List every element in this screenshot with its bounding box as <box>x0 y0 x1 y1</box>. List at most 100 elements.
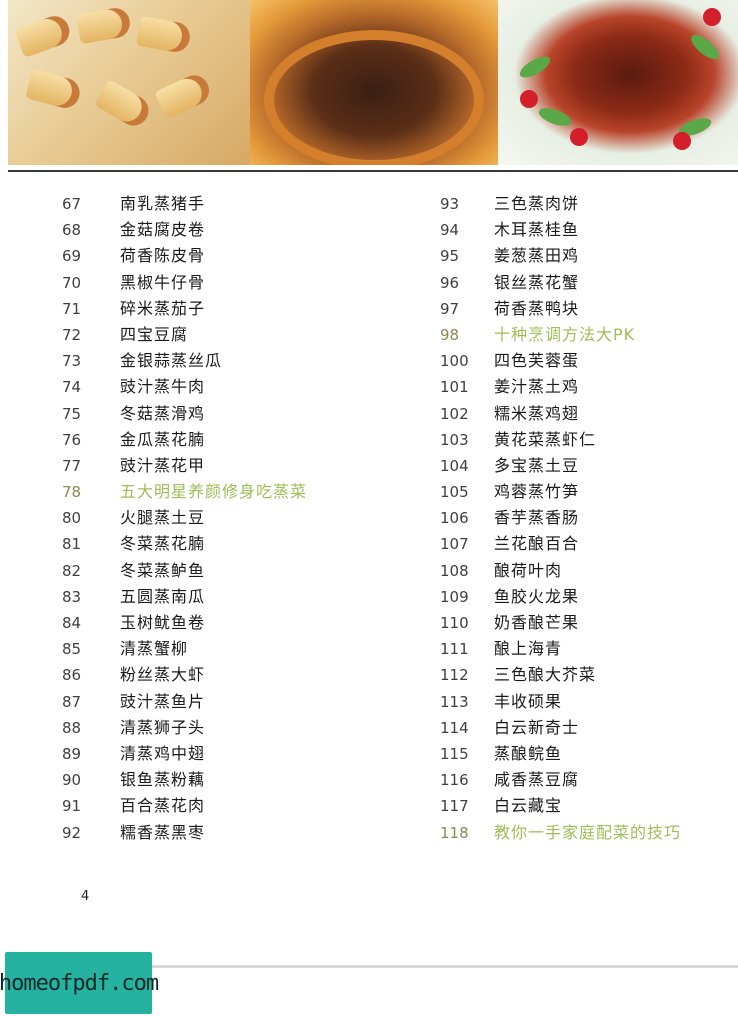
toc-page-number: 86 <box>62 666 82 685</box>
toc-page-number: 106 <box>440 509 469 528</box>
toc-page-number: 105 <box>440 483 469 502</box>
toc-entry[interactable]: 100 四色芙蓉蛋 <box>440 350 681 376</box>
toc-left-column: 67 南乳蒸猪手 68 金菇腐皮卷 69 荷香陈皮骨 70 黑椒牛仔骨 71 碎米蒸茄子 72 四宝豆… <box>62 193 307 848</box>
toc-entry[interactable]: 95 姜葱蒸田鸡 <box>440 245 681 271</box>
watermark-badge: homeofpdf.com <box>0 952 159 1014</box>
toc-entry[interactable]: 112 三色酿大芥菜 <box>440 664 681 690</box>
toc-entry-title: 四色芙蓉蛋 <box>494 351 580 371</box>
toc-page-number: 81 <box>62 535 82 554</box>
toc-entry[interactable]: 114 白云新奇士 <box>440 717 681 743</box>
toc-page-number: 109 <box>440 587 469 606</box>
toc-page-number: 70 <box>62 273 82 292</box>
toc-page-number: 103 <box>440 430 469 449</box>
toc-entry[interactable]: 102 糯米蒸鸡翅 <box>440 403 681 429</box>
toc-entry[interactable]: 110 奶香酿芒果 <box>440 612 681 638</box>
toc-page-number: 77 <box>62 456 82 475</box>
toc-entry-title: 奶香酿芒果 <box>494 613 580 632</box>
toc-page-number: 115 <box>440 744 469 763</box>
toc-page-number: 101 <box>440 378 469 397</box>
toc-entry[interactable]: 70 黑椒牛仔骨 <box>62 272 307 298</box>
toc-page-number: 107 <box>440 535 469 554</box>
toc-entry[interactable]: 117 白云藏宝 <box>440 795 681 821</box>
toc-section-heading[interactable]: 78 五大明星养颜修身吃蒸菜 <box>62 481 307 507</box>
toc-entry-title: 豉汁蒸牛肉 <box>120 377 206 397</box>
toc-entry-title: 冬菜蒸花腩 <box>120 534 206 554</box>
toc-entry[interactable]: 94 木耳蒸桂鱼 <box>440 219 681 245</box>
toc-entry[interactable]: 93 三色蒸肉饼 <box>440 193 681 219</box>
toc-page-number: 72 <box>62 325 82 344</box>
toc-entry[interactable]: 85 清蒸蟹柳 <box>62 638 307 664</box>
toc-entry-title: 蒸酿鲩鱼 <box>494 743 563 763</box>
toc-entry[interactable]: 92 糯香蒸黑枣 <box>62 822 307 848</box>
toc-section-heading[interactable]: 118 教你一手家庭配菜的技巧 <box>440 822 681 848</box>
toc-entry[interactable]: 108 酿荷叶肉 <box>440 560 681 586</box>
toc-entry[interactable]: 97 荷香蒸鸭块 <box>440 298 681 324</box>
toc-entry[interactable]: 71 碎米蒸茄子 <box>62 298 307 324</box>
toc-entry[interactable]: 82 冬菜蒸鲈鱼 <box>62 560 307 586</box>
toc-entry-title: 四宝豆腐 <box>120 324 189 344</box>
toc-entry[interactable]: 69 荷香陈皮骨 <box>62 245 307 271</box>
toc-entry[interactable]: 84 玉树鱿鱼卷 <box>62 612 307 638</box>
toc-page-number: 96 <box>440 273 460 292</box>
toc-entry-title: 黄花菜蒸虾仁 <box>494 429 597 449</box>
toc-entry-title: 多宝蒸土豆 <box>494 455 580 475</box>
toc-entry[interactable]: 115 蒸酿鲩鱼 <box>440 743 681 769</box>
watermark-text: homeofpdf.com <box>0 970 159 996</box>
toc-entry[interactable]: 83 五圆蒸南瓜 <box>62 586 307 612</box>
toc-entry-title: 南乳蒸猪手 <box>120 194 206 213</box>
toc-entry[interactable]: 86 粉丝蒸大虾 <box>62 664 307 690</box>
toc-page-number: 82 <box>62 561 82 580</box>
toc-entry-title: 冬菇蒸滑鸡 <box>120 403 206 423</box>
toc-page-number: 80 <box>62 509 82 528</box>
toc-entry[interactable]: 76 金瓜蒸花腩 <box>62 429 307 455</box>
toc-entry[interactable]: 104 多宝蒸土豆 <box>440 455 681 481</box>
toc-entry[interactable]: 77 豉汁蒸花甲 <box>62 455 307 481</box>
toc-entry[interactable]: 106 香芋蒸香肠 <box>440 507 681 533</box>
toc-entry-title: 酿上海青 <box>494 639 563 659</box>
toc-entry[interactable]: 113 丰收硕果 <box>440 691 681 717</box>
toc-page-number: 117 <box>440 797 469 816</box>
toc-entry[interactable]: 116 咸香蒸豆腐 <box>440 769 681 795</box>
toc-entry[interactable]: 96 银丝蒸花蟹 <box>440 272 681 298</box>
toc-entry[interactable]: 72 四宝豆腐 <box>62 324 307 350</box>
toc-page-number: 91 <box>62 797 82 816</box>
toc-entry-title: 清蒸蟹柳 <box>120 639 189 659</box>
toc-entry[interactable]: 105 鸡蓉蒸竹笋 <box>440 481 681 507</box>
toc-entry[interactable]: 107 兰花酿百合 <box>440 533 681 559</box>
footer-divider <box>150 965 738 968</box>
toc-page-number: 73 <box>62 352 82 371</box>
toc-entry[interactable]: 101 姜汁蒸土鸡 <box>440 376 681 402</box>
toc-entry[interactable]: 80 火腿蒸土豆 <box>62 507 307 533</box>
toc-entry-title: 豉汁蒸花甲 <box>120 455 206 475</box>
toc-page-number: 97 <box>440 299 460 318</box>
toc-entry-title: 姜葱蒸田鸡 <box>494 246 580 266</box>
toc-page-number: 104 <box>440 456 469 475</box>
toc-page-number: 112 <box>440 666 469 685</box>
toc-entry[interactable]: 74 豉汁蒸牛肉 <box>62 376 307 402</box>
toc-page-number: 68 <box>62 221 82 240</box>
toc-page-number: 102 <box>440 404 469 423</box>
toc-page-number: 95 <box>440 247 460 266</box>
toc-section-heading[interactable]: 98 十种烹调方法大PK <box>440 324 681 350</box>
toc-entry[interactable]: 67 南乳蒸猪手 <box>62 193 307 219</box>
toc-entry[interactable]: 75 冬菇蒸滑鸡 <box>62 403 307 429</box>
toc-entry[interactable]: 81 冬菜蒸花腩 <box>62 533 307 559</box>
toc-entry[interactable]: 87 豉汁蒸鱼片 <box>62 691 307 717</box>
toc-entry[interactable]: 103 黄花菜蒸虾仁 <box>440 429 681 455</box>
toc-entry[interactable]: 109 鱼胶火龙果 <box>440 586 681 612</box>
toc-entry[interactable]: 88 清蒸狮子头 <box>62 717 307 743</box>
toc-page-number: 114 <box>440 718 469 737</box>
toc-entry[interactable]: 91 百合蒸花肉 <box>62 795 307 821</box>
toc-entry[interactable]: 73 金银蒜蒸丝瓜 <box>62 350 307 376</box>
toc-entry[interactable]: 111 酿上海青 <box>440 638 681 664</box>
toc-entry[interactable]: 68 金菇腐皮卷 <box>62 219 307 245</box>
toc-entry[interactable]: 89 清蒸鸡中翅 <box>62 743 307 769</box>
toc-entry-title: 银鱼蒸粉藕 <box>120 770 206 790</box>
toc-page-number: 108 <box>440 561 469 580</box>
toc-entry-title: 清蒸狮子头 <box>120 717 206 737</box>
toc-entry-title: 鸡蓉蒸竹笋 <box>494 482 580 502</box>
toc-entry-title: 粉丝蒸大虾 <box>120 665 206 685</box>
header-divider <box>8 170 738 172</box>
toc-entry-title: 荷香陈皮骨 <box>120 246 206 266</box>
toc-entry[interactable]: 90 银鱼蒸粉藕 <box>62 769 307 795</box>
